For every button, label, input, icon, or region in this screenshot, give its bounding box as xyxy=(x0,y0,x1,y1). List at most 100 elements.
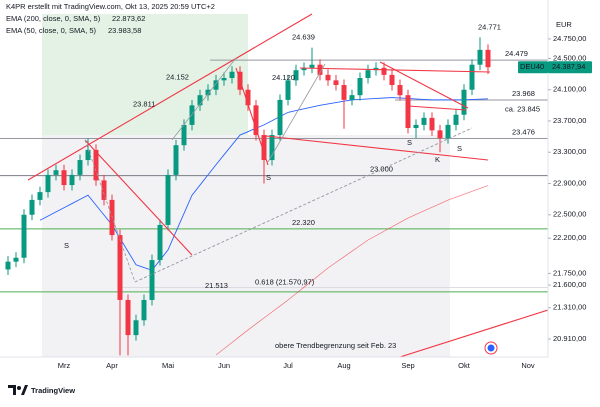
trendlines xyxy=(27,13,548,357)
candle-body xyxy=(405,95,411,129)
candle-body xyxy=(101,180,107,200)
level-label: 24.479 xyxy=(505,49,528,58)
x-tick-label: Okt xyxy=(458,361,471,370)
candle-body xyxy=(365,70,371,78)
y-tick-label: 23.700,00 xyxy=(553,116,586,125)
candle-body xyxy=(389,74,395,86)
candle-body xyxy=(189,105,195,125)
candle-body xyxy=(437,130,443,139)
x-tick-label: Apr xyxy=(106,361,118,370)
candle-body xyxy=(485,49,491,68)
plot xyxy=(0,37,548,356)
marker: S xyxy=(407,138,412,147)
candle-body xyxy=(333,80,339,86)
ema-line xyxy=(39,97,489,271)
marker: S xyxy=(457,144,462,153)
x-tick-label: Sep xyxy=(401,361,414,370)
candle-body xyxy=(429,117,435,131)
marker: K xyxy=(435,155,440,164)
price-label: 23.811 xyxy=(133,99,155,108)
candle-body xyxy=(317,64,323,75)
y-tick-label: 23.300,00 xyxy=(553,147,586,156)
candle-body xyxy=(341,85,347,100)
candle-body xyxy=(413,124,419,129)
y-tick-label: 22.200,00 xyxy=(553,233,586,242)
y-tick-label: 20.910,00 xyxy=(553,334,586,343)
price-box xyxy=(518,61,548,74)
candle-body xyxy=(85,149,91,161)
candle-body xyxy=(349,95,355,100)
zone-green xyxy=(42,14,248,135)
estimate-label: ca. 23.845 xyxy=(505,105,540,114)
candle-body xyxy=(141,299,147,321)
candle-body xyxy=(125,299,131,336)
candle-body xyxy=(29,199,35,215)
icon xyxy=(484,341,498,355)
y-tick-label: 21.750,00 xyxy=(553,268,586,277)
candle-body xyxy=(253,105,259,136)
legend-value: 23.983,58 xyxy=(108,26,141,35)
candle-body xyxy=(37,192,43,200)
candle-body xyxy=(173,145,179,175)
candle-body xyxy=(477,49,483,65)
candle-body xyxy=(397,85,403,96)
x-tick-label: Aug xyxy=(337,361,350,370)
price-value: 24.387,94 xyxy=(552,62,585,71)
legend-value: 22.873,62 xyxy=(112,14,145,23)
marker: S xyxy=(64,241,69,250)
candle-body xyxy=(469,64,475,90)
legend-name: EMA (50, close, 0, SMA, 5) xyxy=(6,26,97,35)
candle-body xyxy=(309,64,315,68)
legend-name: EMA (200, close, 0, SMA, 5) xyxy=(6,14,101,23)
currency: EUR xyxy=(556,20,572,29)
y-tick-label: 24.500,00 xyxy=(553,53,586,62)
level-label: 21.513 xyxy=(205,281,228,290)
x-tick-label: Mai xyxy=(162,361,174,370)
price-box xyxy=(548,61,592,74)
candle-body xyxy=(13,257,19,262)
y-tick-label: 21.600,00 xyxy=(553,280,586,289)
candle-body xyxy=(221,77,227,81)
candle-body xyxy=(157,224,163,261)
candle-body xyxy=(261,135,267,161)
y-tick-label: 21.310,00 xyxy=(553,303,586,312)
y-tick-label: 22.900,00 xyxy=(553,178,586,187)
level-label: 22.320 xyxy=(292,218,315,227)
note: obere Trendbegrenzung seit Feb. 23 xyxy=(275,341,396,350)
candle-body xyxy=(21,214,27,258)
candle-body xyxy=(381,67,387,75)
candle-body xyxy=(373,67,379,71)
candle-body xyxy=(285,80,291,100)
candle-body xyxy=(69,174,75,186)
candle-body xyxy=(77,160,83,175)
x-tick-label: Nov xyxy=(521,361,535,370)
level-label: 23.000 xyxy=(370,165,393,174)
y-tick-label: 24.750,00 xyxy=(553,34,586,43)
candle-body xyxy=(357,77,363,96)
candle-body xyxy=(165,174,171,225)
candle-body xyxy=(197,95,203,106)
fib-label: 0.618 (21.570,97) xyxy=(255,277,315,286)
candle-body xyxy=(277,99,283,136)
candle-body xyxy=(293,70,299,81)
y-tick-label: 24.100,00 xyxy=(553,85,586,94)
candle-body xyxy=(421,117,427,125)
candle-body xyxy=(45,174,51,193)
price-label: 24.639 xyxy=(292,33,315,42)
marker: S xyxy=(266,173,271,182)
x-tick-label: Jun xyxy=(218,361,230,370)
candle-body xyxy=(325,74,331,81)
candle-body xyxy=(301,67,307,71)
logo xyxy=(8,385,28,395)
level-label: 23.476 xyxy=(512,127,535,136)
candle-body xyxy=(5,261,11,270)
candle-body xyxy=(213,80,219,90)
header: K4PR erstellt mit TradingView.com, Okt 1… xyxy=(6,2,215,11)
candle-body xyxy=(181,124,187,146)
icon xyxy=(487,344,495,352)
zone-gray xyxy=(42,135,450,357)
candle-body xyxy=(229,71,235,78)
candle-body xyxy=(61,170,67,186)
candle-body xyxy=(461,89,467,115)
